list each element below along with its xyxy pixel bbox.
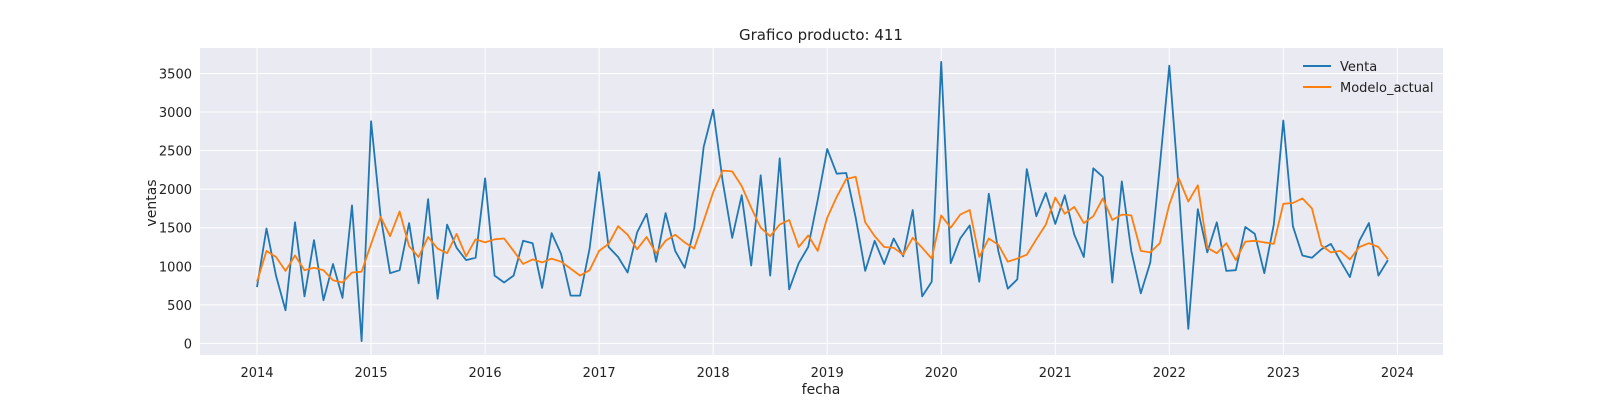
x-tick-label: 2023 — [1267, 366, 1300, 381]
y-tick-label: 2500 — [159, 145, 192, 160]
x-tick-label: 2017 — [583, 366, 616, 381]
y-axis-label: ventas — [144, 179, 160, 226]
series-line-0 — [256, 61, 1389, 343]
y-tick-label: 500 — [167, 299, 192, 314]
y-tick-label: 3500 — [159, 67, 192, 82]
x-tick-label: 2024 — [1381, 366, 1414, 381]
x-tick-label: 2018 — [697, 366, 730, 381]
x-tick-label: 2019 — [811, 366, 844, 381]
legend-label-1: Modelo_actual — [1340, 81, 1434, 96]
chart-title: Grafico producto: 411 — [739, 26, 903, 44]
plot-area — [200, 48, 1443, 355]
x-tick-label: 2022 — [1153, 366, 1186, 381]
series-line-1 — [256, 169, 1389, 284]
x-axis: 2014 2015 2016 2017 2018 2019 2020 2021 2022 2023… — [240, 366, 1413, 381]
y-tick-label: 1000 — [159, 260, 192, 275]
legend: Venta Modelo_actual — [1303, 60, 1434, 96]
y-tick-label: 2000 — [159, 183, 192, 198]
series-lines — [256, 61, 1389, 343]
legend-label-0: Venta — [1340, 60, 1377, 75]
y-tick-label: 0 — [184, 337, 192, 352]
grid — [200, 48, 1443, 355]
x-tick-label: 2016 — [469, 366, 502, 381]
x-tick-label: 2015 — [355, 366, 388, 381]
x-axis-label: fecha — [802, 382, 841, 398]
x-tick-label: 2021 — [1039, 366, 1072, 381]
x-tick-label: 2014 — [240, 366, 273, 381]
x-tick-label: 2020 — [925, 366, 958, 381]
y-tick-label: 3000 — [159, 106, 192, 121]
y-tick-label: 1500 — [159, 222, 192, 237]
y-axis: 0 500 1000 1500 2000 2500 3000 3500 — [159, 67, 192, 352]
